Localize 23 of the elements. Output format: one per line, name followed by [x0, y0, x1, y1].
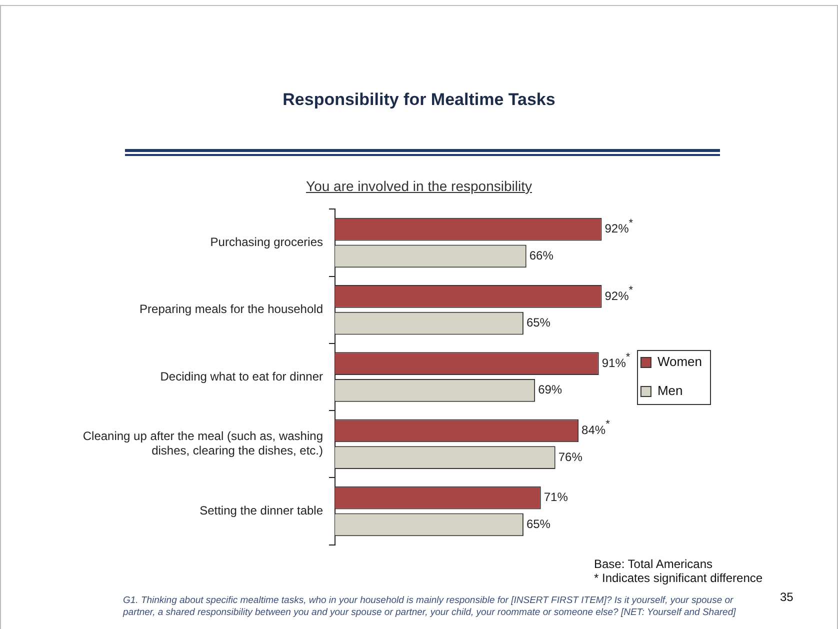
data-label: 69% [538, 382, 562, 397]
y-tick-label: Deciding what to eat for dinner [160, 369, 323, 384]
y-tick-label: Preparing meals for the household [140, 302, 323, 316]
data-label: 71% [544, 490, 568, 504]
text: G1. Thinking about specific mealtime tasks, who in your household is mainly responsible for [INSERT FIRST ITEM]? Is it yourself, your spouse or partner, a shared responsibility between you and your spouse or partner, your child, your roommate or someone else? [NET: Yourself and Shared] [123, 595, 737, 619]
data-label: 84%* [582, 418, 611, 438]
data-label: 91%* [602, 352, 631, 370]
y-tick-label: Purchasing groceries [210, 235, 323, 250]
data-label: 76% [558, 450, 583, 464]
data-label: 66% [529, 248, 554, 262]
data-label: 92%* [604, 217, 634, 236]
text: 35 [780, 590, 794, 604]
legend-label: Men [657, 383, 683, 398]
legend-label: Women [657, 354, 702, 370]
y-tick-label: Cleaning up after the meal (such as, washing dishes, clearing the dishes, etc.) [82, 429, 324, 458]
chart-title: Responsibility for Mealtime Tasks [282, 90, 556, 110]
data-label: 65% [526, 516, 551, 531]
y-tick-label: Setting the dinner table [200, 504, 324, 518]
text: Base: Total Americans [594, 557, 714, 571]
data-label: 65% [526, 316, 551, 330]
text: * Indicates significant difference [594, 571, 763, 585]
chart-subtitle: You are involved in the responsibility [305, 178, 533, 194]
data-label: 92%* [604, 284, 634, 303]
